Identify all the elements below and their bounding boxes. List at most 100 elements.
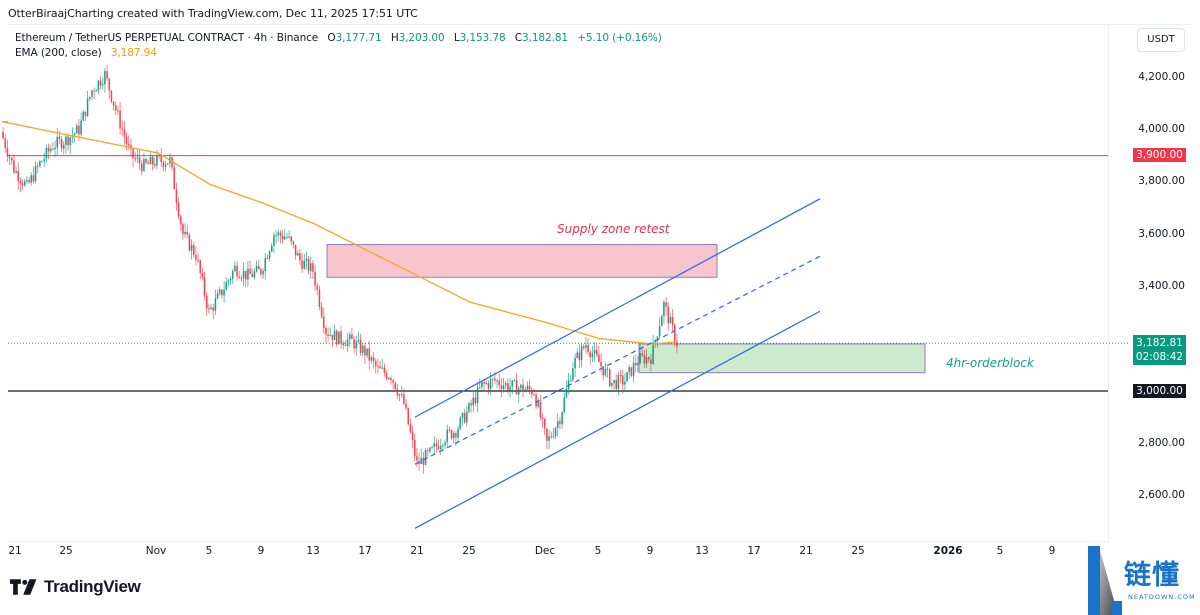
candle-body bbox=[602, 366, 605, 376]
price-axis[interactable]: 4,200.00 4,000.00 3,800.00 3,600.00 3,400.00… bbox=[1108, 24, 1193, 543]
candle-body bbox=[611, 383, 613, 386]
candle-body bbox=[309, 263, 312, 272]
candle-body bbox=[619, 374, 622, 376]
candle-body bbox=[637, 363, 639, 366]
indicator-row: EMA (200, close) 3,187.94 bbox=[15, 46, 662, 61]
resistance-price-badge: 3,900.00 bbox=[1133, 148, 1186, 162]
candle-body bbox=[13, 160, 15, 173]
candle-body bbox=[394, 382, 397, 390]
candle-body bbox=[305, 258, 308, 261]
candle-body bbox=[359, 339, 362, 353]
candle-body bbox=[429, 447, 431, 452]
price-change: +5.10 (+0.16%) bbox=[577, 32, 662, 44]
candle-body bbox=[299, 253, 301, 261]
candle-body bbox=[411, 432, 414, 441]
candle-body bbox=[218, 289, 221, 294]
candle-body bbox=[465, 411, 468, 423]
candle-body bbox=[472, 397, 475, 406]
candle-body bbox=[660, 316, 663, 326]
time-tick: 25 bbox=[59, 545, 73, 557]
candle-body bbox=[312, 263, 314, 272]
candle-body bbox=[17, 170, 20, 182]
candle-body bbox=[398, 394, 401, 396]
candle-body bbox=[257, 265, 260, 269]
candle-body bbox=[500, 385, 503, 389]
candle-body bbox=[342, 343, 345, 346]
candle-body bbox=[671, 317, 674, 326]
candle-body bbox=[327, 334, 329, 336]
candle-body bbox=[409, 424, 412, 433]
candle-body bbox=[110, 90, 113, 102]
time-tick: 5 bbox=[996, 545, 1004, 557]
time-tick: 5 bbox=[205, 545, 213, 557]
candle-body bbox=[195, 254, 197, 260]
candle-body bbox=[548, 436, 550, 441]
candle-body bbox=[78, 125, 80, 135]
candle-body bbox=[370, 357, 373, 361]
time-tick: 25 bbox=[851, 545, 865, 557]
candle-body bbox=[205, 295, 208, 309]
candle-body bbox=[262, 270, 264, 275]
candle-body bbox=[574, 357, 576, 369]
candle-body bbox=[238, 276, 241, 278]
candle-body bbox=[251, 274, 254, 277]
candle-body bbox=[647, 357, 650, 360]
candle-body bbox=[669, 317, 672, 324]
tradingview-wordmark: TradingView bbox=[44, 577, 141, 596]
candle-body bbox=[266, 258, 269, 260]
candle-body bbox=[385, 373, 388, 379]
candle-body bbox=[628, 367, 631, 373]
candle-body bbox=[15, 170, 17, 173]
candle-body bbox=[346, 339, 349, 346]
symbol-title[interactable]: Ethereum / TetherUS PERPETUAL CONTRACT ·… bbox=[15, 32, 319, 44]
candle-body bbox=[52, 148, 54, 150]
candle-body bbox=[489, 379, 492, 389]
candle-body bbox=[593, 349, 596, 354]
candle-body bbox=[26, 180, 28, 182]
candle-body bbox=[630, 367, 633, 376]
candle-body bbox=[515, 380, 518, 395]
candle-body bbox=[470, 403, 472, 406]
candle-body bbox=[435, 443, 438, 447]
candle-body bbox=[86, 98, 89, 116]
candle-body bbox=[67, 136, 69, 146]
ohlc-low-label: L bbox=[453, 32, 460, 44]
candle-body bbox=[450, 430, 453, 439]
candle-body bbox=[21, 183, 24, 186]
time-axis[interactable]: 21 25 Nov 5 9 13 17 21 25 Dec 5 9 13 17 21 25 2026 5 9 bbox=[8, 541, 1108, 562]
candle-body bbox=[162, 162, 165, 167]
candle-body bbox=[413, 440, 416, 457]
candle-body bbox=[164, 164, 167, 167]
candle-body bbox=[372, 357, 375, 362]
candle-body bbox=[212, 307, 215, 311]
ema-label[interactable]: EMA (200, close) bbox=[15, 47, 102, 59]
time-tick: 9 bbox=[1048, 545, 1056, 557]
candle-body bbox=[54, 147, 56, 149]
candle-body bbox=[10, 157, 13, 161]
candle-body bbox=[353, 338, 355, 349]
candle-body bbox=[175, 189, 178, 203]
candle-body bbox=[507, 383, 509, 391]
candle-body bbox=[292, 241, 295, 245]
candle-body bbox=[134, 158, 137, 160]
candle-body bbox=[58, 136, 61, 140]
candle-body bbox=[374, 361, 377, 367]
candle-body bbox=[424, 450, 427, 465]
candle-body bbox=[201, 272, 204, 278]
candle-body bbox=[585, 345, 587, 349]
candle-body bbox=[149, 156, 152, 164]
candle-body bbox=[4, 138, 7, 149]
candle-body bbox=[84, 111, 87, 116]
candle-body bbox=[667, 306, 670, 324]
tradingview-logo[interactable]: TradingView bbox=[10, 577, 141, 597]
candle-body bbox=[559, 421, 561, 425]
price-tick: 4,000.00 bbox=[1138, 123, 1185, 135]
candle-body bbox=[112, 101, 115, 106]
candle-body bbox=[153, 164, 156, 166]
currency-button[interactable]: USDT bbox=[1137, 28, 1185, 52]
candle-body bbox=[485, 383, 488, 385]
candle-body bbox=[589, 352, 592, 357]
candle-body bbox=[357, 339, 360, 342]
candle-body bbox=[244, 270, 247, 280]
